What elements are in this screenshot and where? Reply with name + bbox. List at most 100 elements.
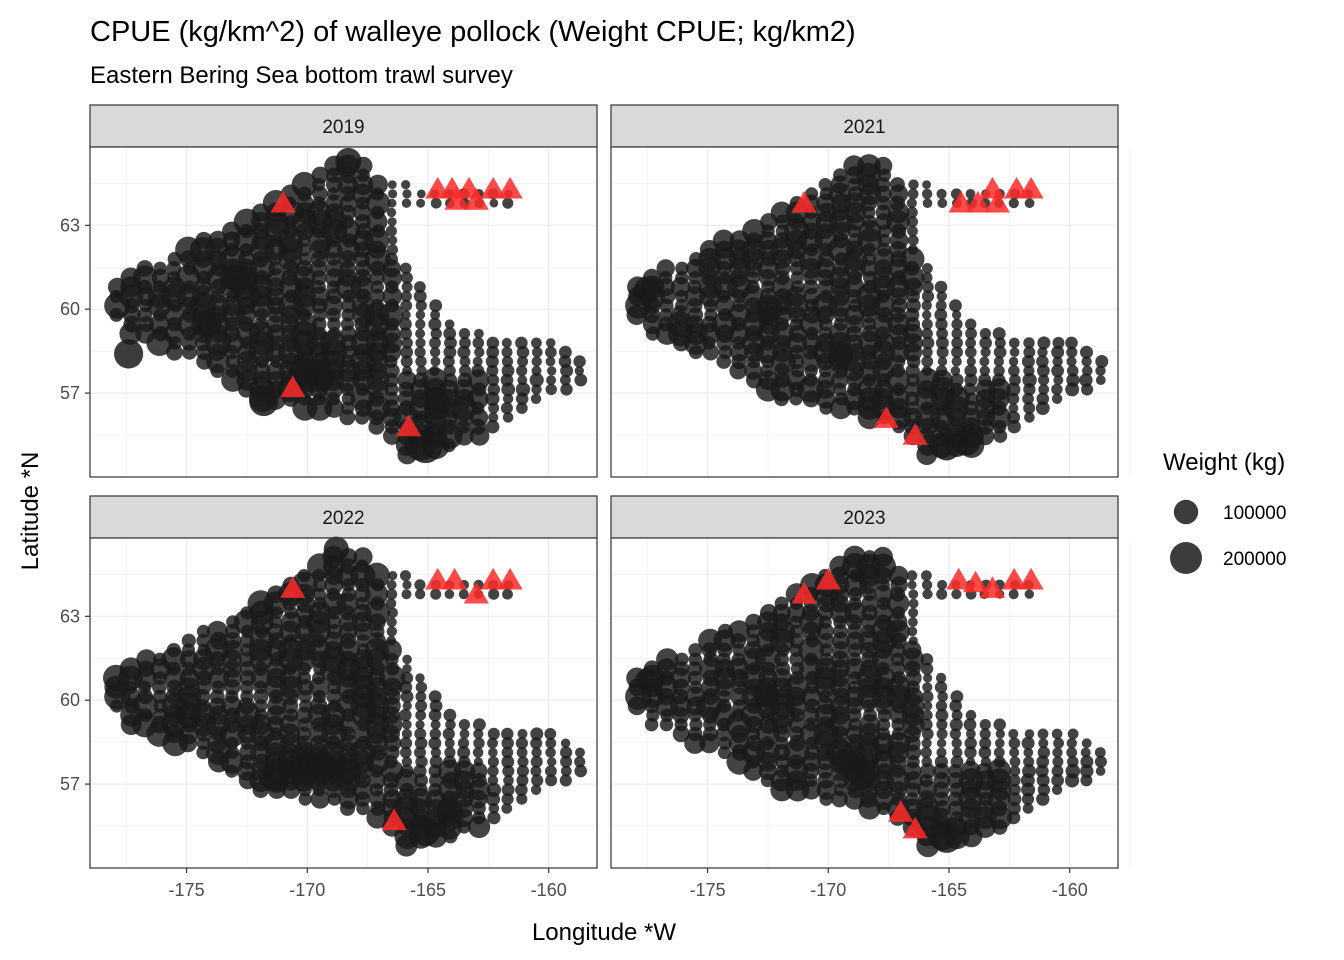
station-point <box>980 347 991 358</box>
station-point <box>414 746 426 759</box>
station-point <box>386 579 397 590</box>
station-point <box>399 327 413 340</box>
station-point <box>560 765 572 777</box>
station-point <box>1023 365 1035 377</box>
station-point <box>415 319 426 330</box>
station-point <box>906 198 917 209</box>
station-point <box>400 290 412 302</box>
station-point <box>950 382 964 396</box>
station-point <box>166 643 181 658</box>
marker-triangle <box>381 808 407 831</box>
facet-panel-2023: 2023 -175 -170 -165 -160 <box>610 495 1131 900</box>
station-point <box>1066 365 1079 377</box>
station-point <box>501 346 513 358</box>
station-point <box>458 755 471 768</box>
station-point <box>547 757 557 767</box>
station-point <box>934 280 948 294</box>
station-point <box>415 300 427 312</box>
station-point <box>1024 198 1035 209</box>
station-point <box>921 690 934 703</box>
station-point <box>921 728 934 740</box>
station-point <box>531 365 542 376</box>
station-point <box>384 252 398 266</box>
facet-strip <box>89 495 598 539</box>
station-point <box>1023 337 1035 349</box>
station-point <box>254 708 268 722</box>
station-point <box>119 657 143 680</box>
station-point <box>1066 346 1078 358</box>
station-point <box>963 718 977 731</box>
legend-label: 100000 <box>1223 503 1286 524</box>
station-point <box>964 364 977 378</box>
station-point <box>908 598 919 609</box>
station-point <box>1067 728 1079 740</box>
station-point <box>1036 355 1049 368</box>
station-point <box>517 375 528 385</box>
station-point <box>473 737 485 749</box>
station-point <box>1024 729 1035 739</box>
station-point <box>960 761 981 782</box>
station-point <box>501 737 514 750</box>
station-point <box>501 783 515 797</box>
station-point <box>531 747 542 758</box>
station-point <box>560 374 571 386</box>
station-point-large <box>335 147 362 175</box>
station-point <box>459 356 471 367</box>
panel-border <box>610 537 1119 869</box>
station-point <box>400 345 413 359</box>
station-point <box>485 355 499 368</box>
station-point <box>889 177 905 193</box>
station-point <box>545 747 556 758</box>
station-point <box>1080 747 1091 758</box>
station-point <box>964 737 977 750</box>
station-point <box>181 633 196 648</box>
station-point <box>429 755 443 769</box>
x-tick-label: -175 <box>690 880 726 900</box>
station-point <box>818 178 832 192</box>
station-point <box>1052 756 1064 768</box>
station-point <box>862 550 877 564</box>
station-point <box>363 562 390 589</box>
station-point <box>978 373 992 387</box>
station-point <box>935 700 948 712</box>
station-point-large <box>114 339 144 369</box>
station-point <box>872 546 894 568</box>
station-point <box>501 746 514 759</box>
station-point <box>428 690 442 703</box>
station-point <box>920 653 934 666</box>
station-point <box>386 588 398 600</box>
y-tick-label: 63 <box>60 215 80 235</box>
station-point <box>430 356 441 367</box>
marker-triangle <box>270 190 296 213</box>
marker-triangle <box>984 190 1010 213</box>
station-point <box>400 355 413 368</box>
station-point <box>965 337 976 349</box>
station-point <box>979 365 990 376</box>
panel-border <box>610 146 1119 478</box>
station-point <box>502 197 514 209</box>
station-point <box>1095 375 1106 385</box>
station-point <box>1022 392 1034 405</box>
station-point <box>429 699 443 713</box>
station-point <box>195 231 213 249</box>
station-point-large <box>195 310 222 337</box>
station-point <box>503 775 514 786</box>
station-point <box>921 756 933 768</box>
station-point <box>558 355 572 368</box>
station-point <box>1036 792 1050 806</box>
station-point <box>444 319 455 330</box>
station-point-large <box>827 344 854 370</box>
station-point <box>547 366 557 376</box>
station-point <box>486 782 502 797</box>
station-point <box>1022 803 1034 814</box>
station-points <box>104 147 588 465</box>
station-point <box>922 198 933 208</box>
legend: Weight (kg) 100000 200000 <box>1163 449 1286 574</box>
station-point <box>516 402 528 414</box>
station-point <box>1022 764 1036 778</box>
station-point <box>517 756 529 768</box>
station-point <box>1051 393 1063 404</box>
station-point <box>1024 412 1035 423</box>
station-point <box>934 681 948 694</box>
